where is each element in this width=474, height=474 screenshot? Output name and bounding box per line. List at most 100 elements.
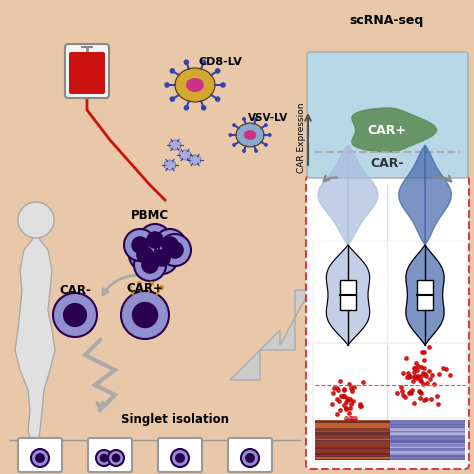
Bar (315, 449, 390, 451)
Bar (315, 446, 390, 447)
Bar (315, 423, 390, 424)
Point (346, 400, 354, 408)
Point (393, 390, 401, 397)
Point (407, 389, 414, 396)
Circle shape (241, 449, 259, 467)
Point (425, 343, 433, 351)
Point (346, 414, 353, 422)
Point (345, 380, 353, 388)
Point (414, 372, 421, 380)
Point (342, 405, 350, 412)
Point (335, 386, 342, 394)
Point (400, 369, 407, 376)
Point (417, 377, 425, 385)
Point (419, 380, 427, 387)
Bar (315, 457, 390, 459)
Bar (315, 444, 390, 446)
Bar (390, 451, 465, 452)
Point (346, 404, 354, 412)
Point (404, 369, 412, 377)
FancyBboxPatch shape (88, 438, 132, 472)
Circle shape (264, 123, 268, 127)
Point (328, 400, 336, 407)
Point (421, 370, 428, 378)
Point (439, 364, 447, 372)
Circle shape (129, 239, 161, 271)
Point (427, 395, 435, 402)
Circle shape (245, 453, 255, 463)
Point (357, 402, 365, 410)
Bar (390, 429, 465, 431)
Point (334, 395, 341, 403)
Point (336, 377, 343, 385)
Bar (390, 440, 465, 441)
Point (407, 372, 414, 380)
Point (407, 390, 414, 397)
Circle shape (146, 231, 164, 249)
Circle shape (131, 236, 149, 254)
Point (414, 373, 421, 380)
Point (337, 392, 345, 400)
Point (348, 387, 356, 395)
Bar (390, 423, 465, 424)
Text: Singlet isolation: Singlet isolation (121, 413, 229, 427)
Point (340, 386, 347, 394)
Circle shape (268, 133, 272, 137)
Point (398, 383, 405, 391)
Circle shape (201, 59, 207, 65)
Bar (315, 427, 390, 428)
Text: CAR+: CAR+ (367, 124, 407, 137)
Ellipse shape (189, 155, 201, 165)
Text: CAR+: CAR+ (127, 282, 164, 294)
Circle shape (63, 303, 87, 327)
Bar (315, 433, 390, 435)
Bar (315, 438, 390, 440)
Bar (315, 441, 390, 443)
Point (336, 406, 344, 414)
Point (340, 401, 348, 409)
Point (359, 378, 366, 385)
Point (333, 384, 340, 392)
Point (423, 380, 431, 387)
Point (443, 365, 450, 373)
Bar (315, 443, 390, 444)
Bar (390, 432, 465, 433)
Bar (315, 428, 390, 429)
FancyBboxPatch shape (307, 52, 468, 178)
Text: CD8-LV: CD8-LV (198, 57, 242, 67)
Point (340, 392, 348, 400)
Point (356, 400, 364, 408)
Circle shape (136, 246, 154, 264)
Ellipse shape (186, 78, 204, 92)
Point (420, 356, 428, 364)
Point (410, 368, 418, 376)
Ellipse shape (179, 150, 191, 160)
Point (349, 398, 357, 405)
Ellipse shape (236, 123, 264, 147)
Point (405, 389, 413, 397)
Point (329, 389, 337, 396)
Circle shape (31, 449, 49, 467)
Bar (315, 425, 390, 427)
Circle shape (153, 249, 171, 267)
Bar (390, 428, 465, 429)
Circle shape (18, 202, 54, 238)
Bar (390, 452, 465, 453)
Circle shape (215, 96, 220, 102)
Point (356, 402, 364, 410)
Bar (315, 448, 390, 449)
Point (411, 372, 419, 379)
Ellipse shape (175, 68, 215, 102)
Point (339, 392, 347, 400)
Circle shape (121, 291, 169, 339)
Bar (390, 427, 465, 428)
Point (344, 397, 352, 404)
Bar (315, 420, 390, 421)
Bar (315, 451, 390, 452)
Bar (390, 421, 465, 423)
Point (347, 384, 355, 392)
Point (415, 388, 423, 395)
Point (343, 394, 351, 402)
Point (335, 397, 343, 405)
Circle shape (111, 454, 120, 463)
